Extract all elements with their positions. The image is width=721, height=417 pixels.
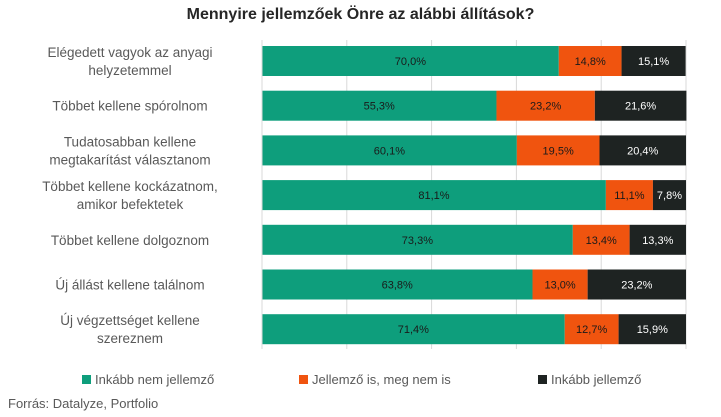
data-label: 13,3%	[642, 235, 673, 247]
category-label: Többet kellene dolgoznom	[51, 233, 209, 248]
legend-label: Inkább nem jellemző	[95, 372, 215, 387]
bar-segment	[516, 135, 600, 166]
legend: Inkább nem jellemző Jellemző is, meg nem …	[0, 372, 721, 390]
legend-swatch	[538, 375, 547, 384]
bar-segment	[262, 90, 497, 121]
legend-swatch	[299, 375, 308, 384]
legend-label: Jellemző is, meg nem is	[312, 372, 451, 387]
legend-item: Inkább jellemző	[538, 372, 641, 387]
bar-segment	[532, 269, 588, 300]
data-label: 19,5%	[543, 145, 574, 157]
category-label: Többet kellene kockázatnom, amikor befekt…	[42, 179, 218, 212]
data-label: 7,8%	[657, 190, 682, 202]
category-label-line: Új végzettséget kellene	[60, 313, 200, 328]
bar-segment	[594, 90, 687, 121]
bar-segment	[605, 180, 653, 211]
category-label-line: Többet kellene spórolnom	[52, 99, 207, 114]
category-label-line: Többet kellene kockázatnom,	[42, 179, 218, 194]
data-label: 13,0%	[544, 280, 575, 292]
bar-segment	[558, 46, 622, 76]
bar-segment	[652, 180, 686, 211]
data-label: 13,4%	[586, 235, 617, 247]
category-label: Elégedett vagyok az anyagi helyzetemmel	[47, 45, 212, 78]
data-label: 12,7%	[576, 324, 607, 336]
category-label: Tudatosabban kellene megtakarítást válasz…	[49, 134, 210, 167]
category-label: Új végzettséget kellene szereznem	[60, 313, 200, 346]
bar-segment	[262, 314, 565, 345]
bar-segment	[629, 224, 686, 255]
category-label-line: megtakarítást választanom	[49, 152, 210, 167]
data-label: 70,0%	[395, 56, 426, 68]
bar-segment	[564, 314, 619, 345]
bar-segment	[572, 224, 630, 255]
source-note: Forrás: Datalyze, Portfolio	[8, 396, 159, 411]
category-label-line: Elégedett vagyok az anyagi	[47, 45, 212, 60]
category-label-line: helyzetemmel	[88, 63, 171, 78]
data-label: 11,1%	[614, 190, 645, 202]
bar-segment	[262, 269, 533, 300]
bar-segment	[587, 269, 686, 300]
category-label-line: szereznem	[97, 331, 163, 346]
data-label: 63,8%	[382, 280, 413, 292]
data-label: 14,8%	[575, 56, 606, 68]
category-label-line: amikor befektetek	[77, 197, 184, 212]
data-label: 21,6%	[625, 101, 656, 113]
category-label: Új állást kellene találnom	[55, 278, 204, 293]
category-label-line: Új állást kellene találnom	[55, 278, 204, 293]
bar-segment	[262, 224, 573, 255]
bar-segment	[496, 90, 595, 121]
data-label: 71,4%	[398, 324, 429, 336]
bar-segment	[262, 46, 559, 76]
data-label: 81,1%	[418, 190, 449, 202]
bar-segment	[618, 314, 686, 345]
category-label: Többet kellene spórolnom	[52, 99, 207, 114]
bar-segment	[262, 135, 517, 166]
chart-title: Mennyire jellemzőek Önre az alábbi állít…	[186, 6, 535, 23]
legend-item: Jellemző is, meg nem is	[299, 372, 451, 387]
bar-segment	[262, 180, 606, 211]
data-label: 73,3%	[402, 235, 433, 247]
data-label: 20,4%	[627, 145, 658, 157]
category-label-line: Többet kellene dolgoznom	[51, 233, 209, 248]
data-label: 55,3%	[364, 101, 395, 113]
category-label-line: Tudatosabban kellene	[64, 134, 196, 149]
bar-segment	[621, 46, 686, 76]
legend-swatch	[82, 375, 91, 384]
legend-item: Inkább nem jellemző	[82, 372, 214, 387]
chart: Elégedett vagyok az anyagi helyzetemmel 70…	[42, 40, 687, 349]
data-label: 23,2%	[530, 101, 561, 113]
bar-segment	[599, 135, 686, 166]
legend-label: Inkább jellemző	[551, 372, 642, 387]
data-label: 15,1%	[638, 56, 669, 68]
data-label: 15,9%	[637, 324, 668, 336]
data-label: 23,2%	[621, 280, 652, 292]
data-label: 60,1%	[374, 145, 405, 157]
